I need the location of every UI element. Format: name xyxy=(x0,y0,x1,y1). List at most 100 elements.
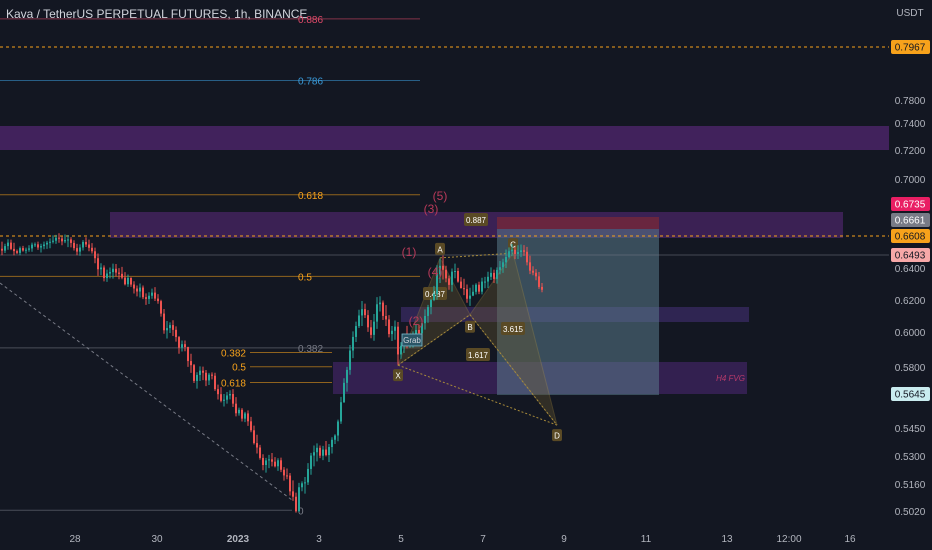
candle-99 xyxy=(298,482,300,513)
take-profit-box[interactable] xyxy=(497,229,659,395)
candle-71 xyxy=(214,372,216,391)
candle-115 xyxy=(346,366,348,392)
stop-loss-box[interactable] xyxy=(497,217,659,229)
candle-77 xyxy=(232,389,234,407)
ratio-label-1: 0.487 xyxy=(425,290,446,299)
candle-84 xyxy=(253,425,255,445)
candle-109 xyxy=(328,444,330,463)
candle-159 xyxy=(478,281,480,295)
candle-79 xyxy=(238,407,240,416)
fib-label-major-5: 0 xyxy=(298,506,304,517)
price-badge-2[interactable] xyxy=(891,213,930,227)
candle-177 xyxy=(532,266,534,276)
candle-10 xyxy=(31,242,33,252)
grab-label: Grab xyxy=(403,336,421,345)
candle-147 xyxy=(442,255,444,280)
candle-14 xyxy=(43,241,45,250)
candle-106 xyxy=(319,445,321,459)
y-tick-4: 0.6400 xyxy=(895,264,926,275)
candle-8 xyxy=(25,247,27,254)
y-tick-11: 0.5020 xyxy=(895,507,926,518)
ratio-badge-1 xyxy=(423,287,447,300)
candle-59 xyxy=(178,335,180,354)
candle-114 xyxy=(343,378,345,403)
candle-128 xyxy=(385,305,387,327)
candle-47 xyxy=(142,285,144,300)
wave-label-1: (3) xyxy=(424,202,439,216)
candle-65 xyxy=(196,372,198,389)
candle-165 xyxy=(496,267,498,284)
candle-45 xyxy=(136,285,138,297)
candle-62 xyxy=(187,346,189,367)
candle-169 xyxy=(508,247,510,259)
candle-58 xyxy=(175,326,177,342)
candle-20 xyxy=(61,236,63,246)
candle-104 xyxy=(313,445,315,467)
candle-150 xyxy=(451,268,453,292)
pattern-xb-line xyxy=(397,314,471,366)
candle-144 xyxy=(433,285,435,302)
fib-label-minor-0: 0.382 xyxy=(221,349,246,360)
candle-126 xyxy=(379,296,381,312)
price-badge-label-5: 0.5645 xyxy=(895,390,926,401)
candle-145 xyxy=(436,265,438,300)
pattern-point-badge-d xyxy=(552,429,562,442)
candle-155 xyxy=(466,284,468,303)
candle-95 xyxy=(286,468,288,480)
ratio-badge-2 xyxy=(501,322,525,335)
candle-43 xyxy=(130,277,132,287)
x-tick-1: 30 xyxy=(151,534,163,545)
pattern-point-c: C xyxy=(510,241,516,250)
ratio-badge-0 xyxy=(464,213,488,226)
pattern-point-badge-a xyxy=(435,242,445,255)
x-tick-3: 3 xyxy=(316,534,322,545)
candle-123 xyxy=(370,320,372,339)
candle-157 xyxy=(472,284,474,297)
y-tick-6: 0.6000 xyxy=(895,328,926,339)
y-tick-2: 0.7200 xyxy=(895,146,926,157)
candle-149 xyxy=(448,275,450,290)
candle-96 xyxy=(289,473,291,496)
fib-trend-line[interactable] xyxy=(0,282,293,501)
candle-72 xyxy=(217,384,219,400)
x-tick-5: 7 xyxy=(480,534,486,545)
wave-label-0: (5) xyxy=(433,189,448,203)
candle-70 xyxy=(211,372,213,380)
symbol-title[interactable]: Kava / TetherUS PERPETUAL FUTURES, 1h, B… xyxy=(6,7,308,21)
annotation-layer: (5)(3) (1) (4) (2) Grab H4 FVG xyxy=(401,189,745,383)
pattern-point-d: D xyxy=(554,432,560,441)
price-badge-5[interactable] xyxy=(891,387,930,401)
candle-173 xyxy=(520,244,522,258)
candle-69 xyxy=(208,372,210,386)
candle-56 xyxy=(169,322,171,333)
candle-131 xyxy=(394,320,396,340)
candle-41 xyxy=(124,272,126,286)
price-badge-0[interactable] xyxy=(891,40,930,54)
pattern-bcd[interactable] xyxy=(469,251,558,426)
candle-108 xyxy=(325,441,327,457)
candle-60 xyxy=(181,340,183,352)
fib-label-major-3: 0.5 xyxy=(298,272,312,283)
candle-116 xyxy=(349,344,351,375)
zones-layer xyxy=(0,126,889,395)
fib-layer: 0.886 0.786 0.618 0.5 0.382 0 0.382 0.5 0.618 xyxy=(0,15,889,517)
candle-34 xyxy=(103,265,105,282)
candle-112 xyxy=(337,419,339,442)
candle-32 xyxy=(97,253,99,276)
candle-87 xyxy=(262,454,264,471)
candle-66 xyxy=(199,366,201,381)
candle-120 xyxy=(361,300,363,327)
price-badge-4[interactable] xyxy=(891,248,930,262)
price-badge-3[interactable] xyxy=(891,229,930,243)
candle-12 xyxy=(37,241,39,250)
wave-label-3: (4) xyxy=(428,265,443,279)
supply-zone-top[interactable] xyxy=(0,126,889,150)
price-badge-1[interactable] xyxy=(891,197,930,211)
candle-44 xyxy=(133,281,135,294)
candle-24 xyxy=(73,240,75,251)
candle-170 xyxy=(511,244,513,257)
fib-label-major-1: 0.786 xyxy=(298,76,323,87)
ratio-label-0: 0.887 xyxy=(466,216,487,225)
candle-105 xyxy=(316,443,318,462)
